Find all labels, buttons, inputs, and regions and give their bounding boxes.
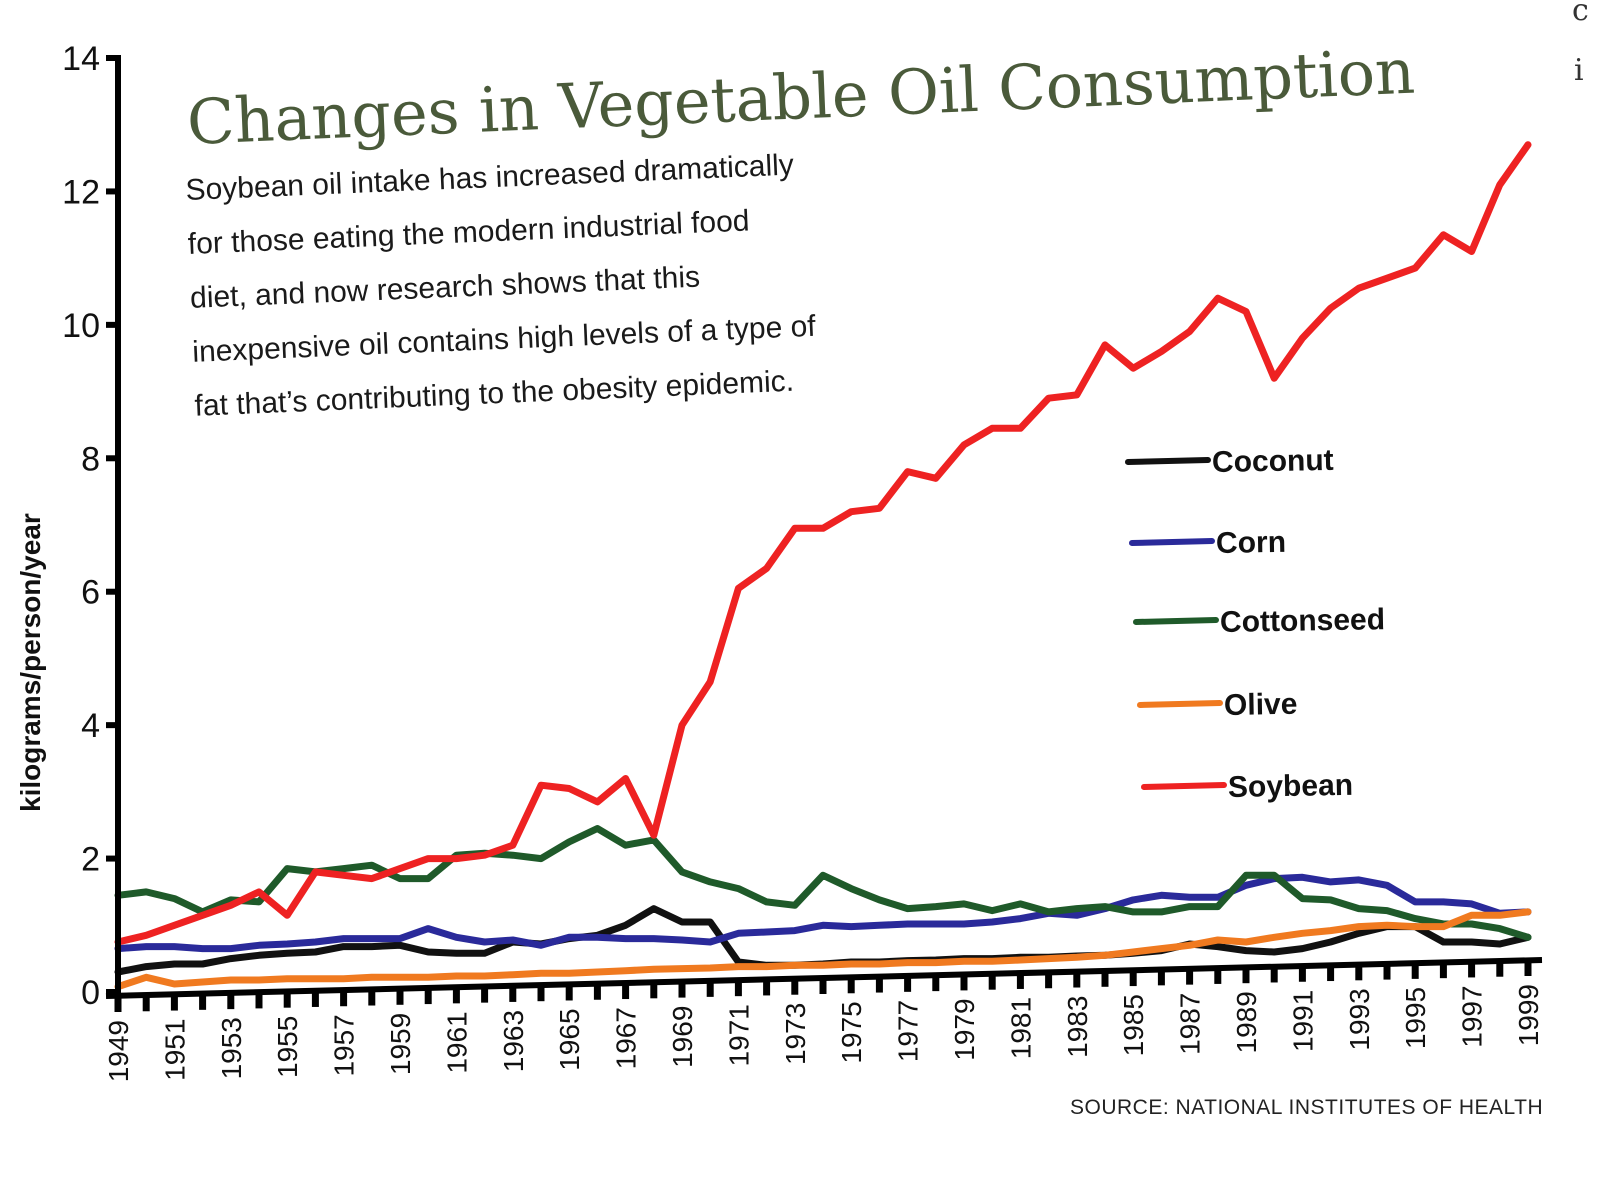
legend-label: Olive: [1224, 688, 1298, 722]
x-tick-label: 1999: [1513, 984, 1544, 1046]
x-tick-label: 1993: [1344, 988, 1375, 1050]
subtitle-line-5: fat that’s contributing to the obesity e…: [194, 365, 795, 423]
series-line-olive: [114, 908, 1532, 991]
x-tick-label: 1965: [554, 1008, 585, 1070]
y-tick-label: 12: [62, 173, 100, 211]
y-tick-label: 2: [81, 841, 100, 879]
x-tick-label: 1961: [441, 1011, 472, 1073]
x-tick-label: 1963: [498, 1010, 529, 1072]
x-tick-label: 1985: [1118, 994, 1149, 1056]
x-tick-label: 1997: [1457, 985, 1488, 1047]
x-tick-label: 1969: [667, 1006, 698, 1068]
y-ticks: 0 2 4 6 8 10 12 14: [62, 40, 118, 1012]
legend-item-soybean: Soybean: [1141, 769, 1354, 804]
x-tick-label: 1951: [159, 1019, 190, 1081]
legend-swatch: [1133, 617, 1219, 625]
x-tick-label: 1987: [1175, 993, 1206, 1055]
x-tick-label: 1991: [1287, 990, 1318, 1052]
source-note: SOURCE: NATIONAL INSTITUTES OF HEALTH: [1070, 1096, 1543, 1119]
legend-label: Cottonseed: [1220, 603, 1386, 639]
series-layer: [114, 141, 1532, 991]
x-tick-label: 1971: [723, 1004, 754, 1066]
series-line-soybean: [114, 141, 1532, 946]
x-tick-label: 1979: [949, 998, 980, 1060]
y-tick-label: 10: [62, 307, 100, 345]
legend-label: Soybean: [1228, 769, 1354, 804]
page-edge-glyph-2: i: [1574, 53, 1584, 88]
y-tick-label: 14: [62, 40, 100, 78]
subtitle-line-4: inexpensive oil contains high levels of …: [192, 310, 817, 369]
legend-swatch: [1125, 457, 1211, 465]
x-tick-label: 1973: [780, 1003, 811, 1065]
series-line-cottonseed: [114, 825, 1532, 941]
x-tick-label: 1967: [611, 1007, 642, 1069]
y-tick-label: 0: [81, 974, 100, 1012]
page-edge-glyph-1: c: [1572, 0, 1589, 28]
x-tick-label: 1989: [1231, 991, 1262, 1053]
series-line-corn: [114, 873, 1532, 953]
legend-swatch: [1141, 782, 1227, 790]
legend-item-corn: Corn: [1129, 526, 1287, 560]
legend-swatch: [1129, 538, 1215, 546]
x-tick-label: 1983: [1062, 996, 1093, 1058]
legend-item-coconut: Coconut: [1125, 444, 1334, 479]
x-ticks: 1949 1951 1953 1955 1957 1959 1961 1963 1965 1967…: [103, 960, 1544, 1082]
x-tick-label: 1977: [893, 1000, 924, 1062]
chart-subtitle: Soybean oil intake has increased dramati…: [185, 149, 817, 423]
y-tick-label: 8: [81, 440, 100, 478]
x-tick-label: 1959: [385, 1013, 416, 1075]
legend-swatch: [1137, 700, 1223, 708]
legend: Coconut Corn Cottonseed Olive Soybean: [1125, 444, 1386, 804]
x-tick-label: 1995: [1400, 987, 1431, 1049]
x-tick-label: 1955: [272, 1016, 303, 1078]
subtitle-line-1: Soybean oil intake has increased dramati…: [185, 149, 795, 207]
x-tick-label: 1949: [103, 1020, 134, 1082]
x-tick-label: 1957: [329, 1014, 360, 1076]
subtitle-line-2: for those eating the modern industrial f…: [187, 204, 750, 261]
subtitle-line-3: diet, and now research shows that this: [189, 261, 700, 315]
chart-title: Changes in Vegetable Oil Consumption: [186, 35, 1417, 159]
y-tick-label: 6: [81, 574, 100, 612]
y-tick-label: 4: [81, 707, 100, 745]
x-tick-label: 1981: [1005, 997, 1036, 1059]
legend-item-cottonseed: Cottonseed: [1133, 603, 1386, 639]
legend-label: Coconut: [1212, 444, 1334, 479]
x-tick-label: 1953: [216, 1017, 247, 1079]
legend-label: Corn: [1216, 526, 1287, 560]
y-axis-label: kilograms/person/year: [15, 513, 46, 812]
legend-item-olive: Olive: [1137, 688, 1298, 722]
x-tick-label: 1975: [836, 1001, 867, 1063]
